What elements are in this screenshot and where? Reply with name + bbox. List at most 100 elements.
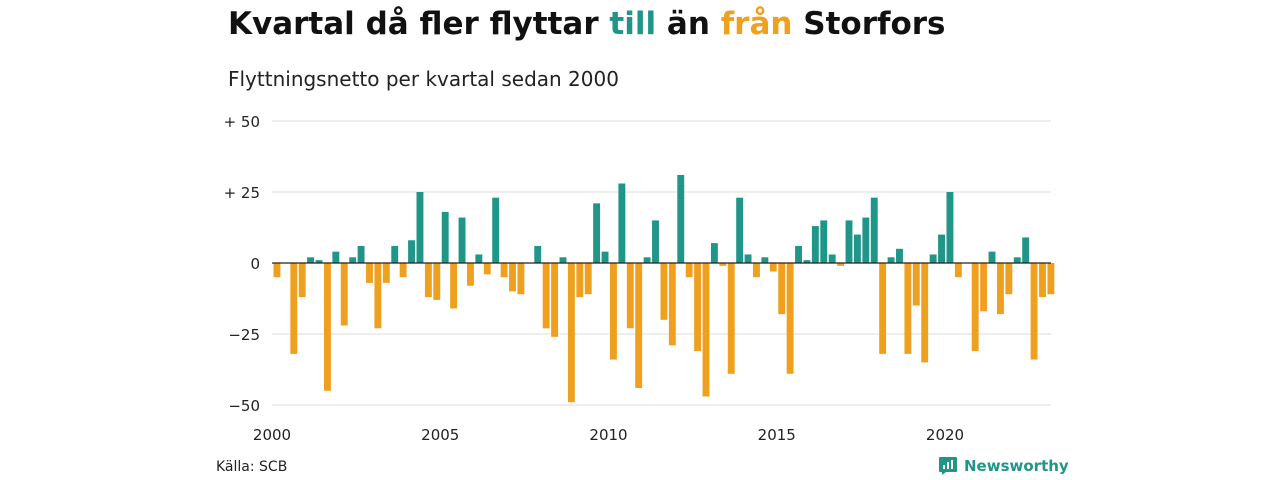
bar: [1013, 257, 1021, 263]
bar: [643, 257, 651, 263]
bar: [795, 245, 802, 263]
bar: [1022, 237, 1030, 263]
bar: [887, 257, 895, 263]
bar: [399, 263, 407, 278]
bar: [567, 263, 575, 403]
bar: [837, 263, 845, 266]
bar: [1030, 263, 1038, 360]
bar: [938, 234, 945, 263]
bar: [618, 183, 626, 263]
bar: [660, 263, 668, 320]
title-fran: från: [720, 6, 793, 42]
y-tick-label: −25: [228, 326, 260, 344]
bar: [710, 243, 718, 263]
bar: [424, 263, 432, 298]
bar: [509, 263, 516, 292]
bar: [475, 254, 483, 263]
bar: [1039, 263, 1046, 298]
bar: [483, 263, 491, 275]
bar: [500, 263, 508, 278]
bar: [853, 234, 861, 263]
bar: [433, 263, 441, 300]
bar: [971, 263, 979, 352]
bar: [896, 248, 903, 263]
bar: [601, 251, 609, 263]
bar: [685, 263, 693, 278]
y-tick-label: + 50: [224, 113, 260, 131]
newsworthy-logo-icon: [939, 457, 957, 475]
bar: [315, 260, 323, 263]
bar: [668, 263, 676, 346]
bar: [769, 263, 777, 272]
title-part-2: än: [656, 6, 721, 42]
bar: [803, 260, 811, 263]
source-label: Källa: SCB: [216, 459, 288, 475]
bar: [416, 192, 424, 263]
bar: [727, 263, 735, 374]
y-tick-label: 0: [250, 255, 260, 273]
bar: [845, 220, 853, 263]
bar: [551, 263, 559, 337]
x-tick-label: 2005: [421, 426, 459, 444]
y-tick-label: −50: [228, 397, 260, 415]
bar: [820, 220, 828, 263]
bar: [778, 263, 786, 315]
bar: [811, 226, 819, 263]
bar: [349, 257, 357, 263]
title-till: till: [609, 6, 657, 42]
bar: [719, 263, 727, 266]
bar: [441, 211, 449, 263]
bar: [694, 263, 702, 352]
bar: [332, 251, 340, 263]
bar: [988, 251, 996, 263]
bar: [323, 263, 331, 391]
title-part-1: Kvartal då fler flyttar: [228, 6, 610, 42]
bar: [466, 263, 474, 286]
bar: [382, 263, 390, 283]
bar: [458, 217, 466, 263]
bar: [1047, 263, 1055, 295]
bar: [374, 263, 382, 329]
bar: [450, 263, 458, 309]
bar: [517, 263, 525, 295]
bar: [702, 263, 710, 397]
bar: [290, 263, 298, 354]
bar: [862, 217, 870, 263]
bar: [559, 257, 567, 263]
x-tick-label: 2020: [926, 426, 964, 444]
bar: [736, 197, 744, 263]
bar: [912, 263, 920, 306]
bar: [584, 263, 592, 295]
bar: [307, 257, 315, 263]
bar: [786, 263, 794, 374]
chart-title: Kvartal då fler flyttar till än från Sto…: [228, 6, 946, 42]
bar: [828, 254, 836, 263]
bar: [904, 263, 912, 354]
bar: [980, 263, 988, 312]
bar: [929, 254, 937, 263]
bar: [492, 197, 500, 263]
bar: [576, 263, 584, 298]
bar: [534, 245, 542, 263]
bar: [652, 220, 659, 263]
x-tick-label: 2015: [758, 426, 796, 444]
bar: [626, 263, 634, 329]
bar: [357, 245, 365, 263]
bar: [610, 263, 617, 360]
bar: [408, 240, 415, 263]
brand-name: Newsworthy: [964, 457, 1069, 475]
bar: [273, 263, 281, 278]
bar: [298, 263, 306, 298]
bar: [542, 263, 550, 329]
bar: [593, 203, 601, 263]
newsworthy-brand[interactable]: Newsworthy: [938, 456, 1069, 476]
bar: [744, 254, 752, 263]
y-tick-label: + 25: [224, 184, 260, 202]
bar: [391, 245, 399, 263]
chart-subtitle: Flyttningsnetto per kvartal sedan 2000: [228, 67, 619, 91]
bar: [954, 263, 962, 278]
bar: [366, 263, 373, 283]
bar: [921, 263, 929, 363]
bar: [879, 263, 887, 354]
